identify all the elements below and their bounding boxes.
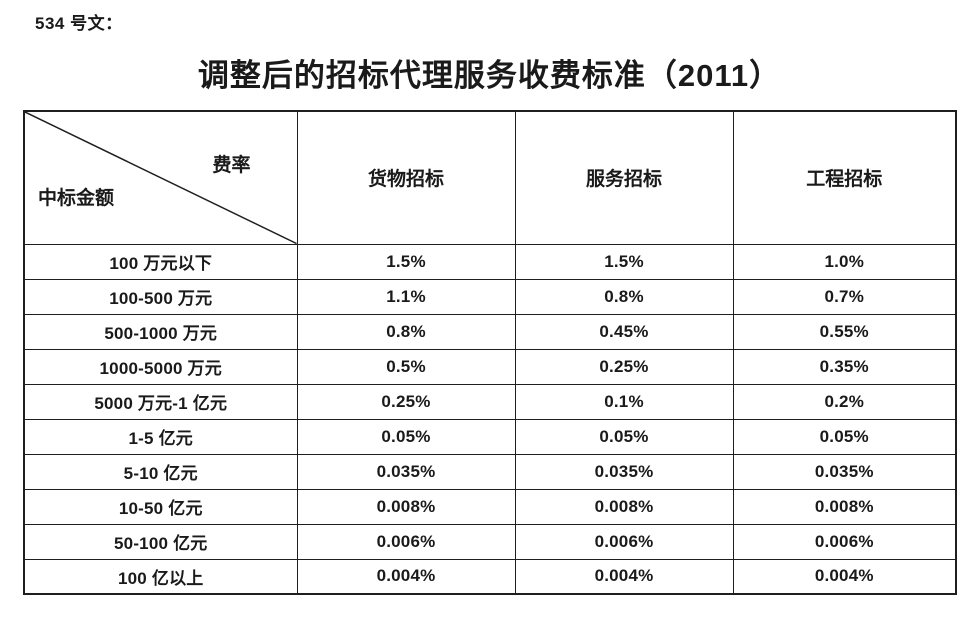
header-row: 费率 中标金额 货物招标 服务招标 工程招标 [23, 110, 957, 245]
rate-cell: 1.5% [514, 243, 734, 280]
rate-cell: 0.25% [514, 348, 734, 385]
rate-cell: 0.035% [296, 453, 516, 490]
amount-range-cell: 500-1000 万元 [23, 313, 298, 350]
diagonal-divider-line [25, 112, 297, 244]
doc-ref-label: 534 号文： [35, 14, 123, 33]
rate-cell: 0.006% [514, 523, 734, 560]
rate-cell: 0.5% [296, 348, 516, 385]
rate-cell: 0.8% [514, 278, 734, 315]
page-title: 调整后的招标代理服务收费标准（2011） [197, 58, 782, 93]
rate-cell: 0.004% [732, 558, 957, 595]
rate-cell: 0.05% [732, 418, 957, 455]
rate-cell: 0.05% [514, 418, 734, 455]
amount-range-cell: 100 亿以上 [23, 558, 298, 595]
column-header-service-bidding: 服务招标 [514, 110, 734, 245]
column-header-goods-bidding: 货物招标 [296, 110, 516, 245]
rate-cell: 0.004% [514, 558, 734, 595]
rate-cell: 0.8% [296, 313, 516, 350]
rate-cell: 0.05% [296, 418, 516, 455]
rate-cell: 0.25% [296, 383, 516, 420]
corner-label-rate: 费率 [212, 155, 251, 176]
rate-cell: 0.35% [732, 348, 957, 385]
rate-cell: 0.035% [732, 453, 957, 490]
table-row: 500-1000 万元 0.8% 0.45% 0.55% [23, 313, 957, 350]
corner-header-cell: 费率 中标金额 [23, 110, 298, 245]
amount-range-cell: 10-50 亿元 [23, 488, 298, 525]
rate-cell: 0.006% [296, 523, 516, 560]
column-header-engineering-bidding: 工程招标 [732, 110, 957, 245]
amount-range-cell: 5000 万元-1 亿元 [23, 383, 298, 420]
rate-cell: 0.004% [296, 558, 516, 595]
rate-cell: 0.008% [732, 488, 957, 525]
rate-cell: 0.2% [732, 383, 957, 420]
rate-cell: 0.7% [732, 278, 957, 315]
table-row: 1-5 亿元 0.05% 0.05% 0.05% [23, 418, 957, 455]
rate-cell: 0.035% [514, 453, 734, 490]
rate-cell: 0.006% [732, 523, 957, 560]
rate-cell: 0.1% [514, 383, 734, 420]
rate-cell: 0.008% [296, 488, 516, 525]
rate-cell: 0.45% [514, 313, 734, 350]
corner-label-award-amount: 中标金额 [38, 187, 115, 209]
fee-rate-table: 费率 中标金额 货物招标 服务招标 工程招标 100 万元以下 1.5% 1.5… [23, 110, 957, 595]
amount-range-cell: 100-500 万元 [23, 278, 298, 315]
table-row: 100 亿以上 0.004% 0.004% 0.004% [23, 558, 957, 595]
table-row: 1000-5000 万元 0.5% 0.25% 0.35% [23, 348, 957, 385]
rate-cell: 0.008% [514, 488, 734, 525]
rate-cell: 1.0% [732, 243, 957, 280]
table-row: 50-100 亿元 0.006% 0.006% 0.006% [23, 523, 957, 560]
table-row: 5000 万元-1 亿元 0.25% 0.1% 0.2% [23, 383, 957, 420]
amount-range-cell: 50-100 亿元 [23, 523, 298, 560]
table-row: 5-10 亿元 0.035% 0.035% 0.035% [23, 453, 957, 490]
table-row: 10-50 亿元 0.008% 0.008% 0.008% [23, 488, 957, 525]
table-row: 100-500 万元 1.1% 0.8% 0.7% [23, 278, 957, 315]
amount-range-cell: 1-5 亿元 [23, 418, 298, 455]
rate-cell: 1.5% [296, 243, 516, 280]
rate-cell: 1.1% [296, 278, 516, 315]
amount-range-cell: 1000-5000 万元 [23, 348, 298, 385]
rate-cell: 0.55% [732, 313, 957, 350]
amount-range-cell: 5-10 亿元 [23, 453, 298, 490]
table-row: 100 万元以下 1.5% 1.5% 1.0% [23, 243, 957, 280]
amount-range-cell: 100 万元以下 [23, 243, 298, 280]
